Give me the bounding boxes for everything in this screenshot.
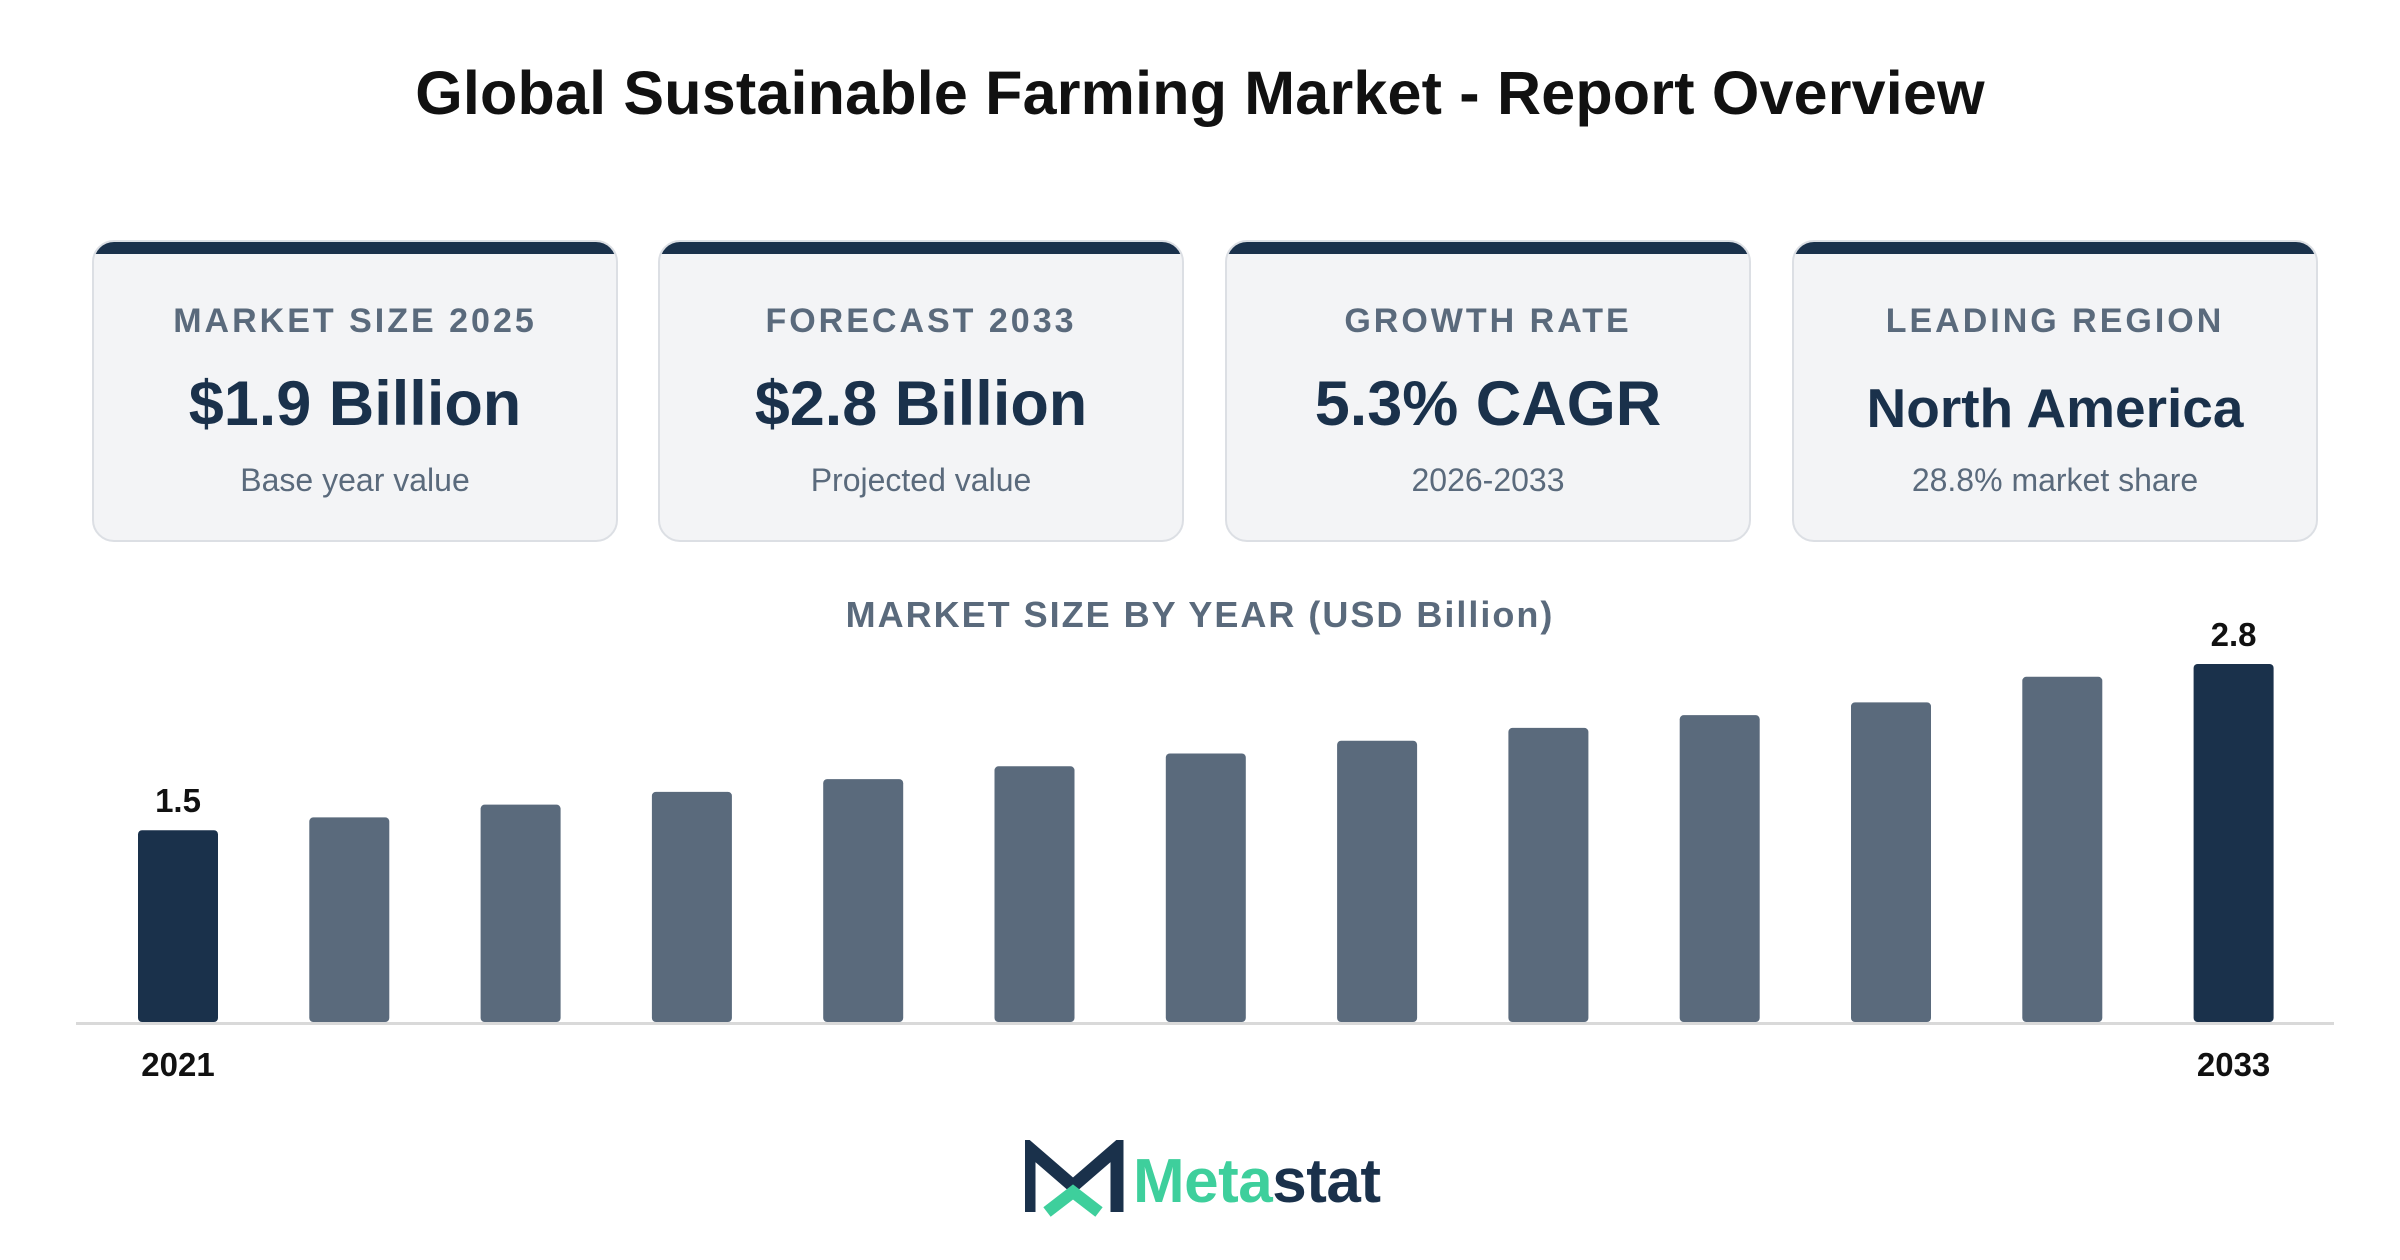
card-accent-bar [1794,242,2316,254]
bar-2032 [2022,676,2103,1022]
card-accent-bar [94,242,616,254]
x-tick-label: 2033 [2197,1046,2270,1083]
x-tick-label: 2021 [141,1046,214,1083]
metastat-logo: Metastat [1022,1133,1395,1220]
logo-wordmark: Metastat [1133,1146,1381,1217]
bar-2028 [1337,740,1418,1022]
bar-2029 [1508,727,1589,1022]
card-subtext: 28.8% market share [1911,462,2199,498]
bar-value-label: 1.5 [155,782,201,819]
card-label: FORECAST 2033 [765,302,1077,340]
card-forecast: FORECAST 2033 $2.8 Billion Projected val… [658,240,1184,542]
card-market-size: MARKET SIZE 2025 $1.9 Billion Base year … [92,240,618,542]
bar-2021 [138,830,218,1022]
bar-2023 [480,804,561,1022]
bar-2027 [1165,753,1246,1022]
logo-mark-dark [1022,1133,1124,1212]
bar-2025 [823,779,904,1022]
logo-wordmark-meta: Meta [1133,1147,1273,1216]
metastat-logo-icon [1022,1133,1124,1217]
bar-2033 [2193,664,2274,1022]
card-subtext: Base year value [240,462,470,498]
page-title: Global Sustainable Farming Market - Repo… [415,59,1985,127]
bar-2031 [1851,702,1931,1022]
card-label: LEADING REGION [1885,302,2225,340]
card-accent-bar [1227,242,1749,254]
card-value: North America [1866,377,2244,439]
chart-title: MARKET SIZE BY YEAR (USD Billion) [845,594,1555,635]
card-accent-bar [660,242,1182,254]
card-subtext: 2026-2033 [1411,462,1565,498]
card-value: $2.8 Billion [754,369,1088,439]
card-growth-rate: GROWTH RATE 5.3% CAGR 2026-2033 [1225,240,1751,542]
logo-wordmark-stat: stat [1272,1147,1381,1216]
bar-2022 [309,817,390,1022]
card-leading-region: LEADING REGION North America 28.8% marke… [1792,240,2318,542]
bar-2026 [994,766,1075,1022]
card-label: MARKET SIZE 2025 [173,302,537,340]
bar-2024 [651,791,732,1022]
bar-2030 [1679,715,1760,1022]
logo-mark-light [1043,1184,1103,1217]
card-label: GROWTH RATE [1344,302,1632,340]
card-value: 5.3% CAGR [1314,369,1662,439]
card-value: $1.9 Billion [188,369,522,439]
card-subtext: Projected value [810,462,1032,498]
bar-value-label: 2.8 [2211,616,2257,653]
